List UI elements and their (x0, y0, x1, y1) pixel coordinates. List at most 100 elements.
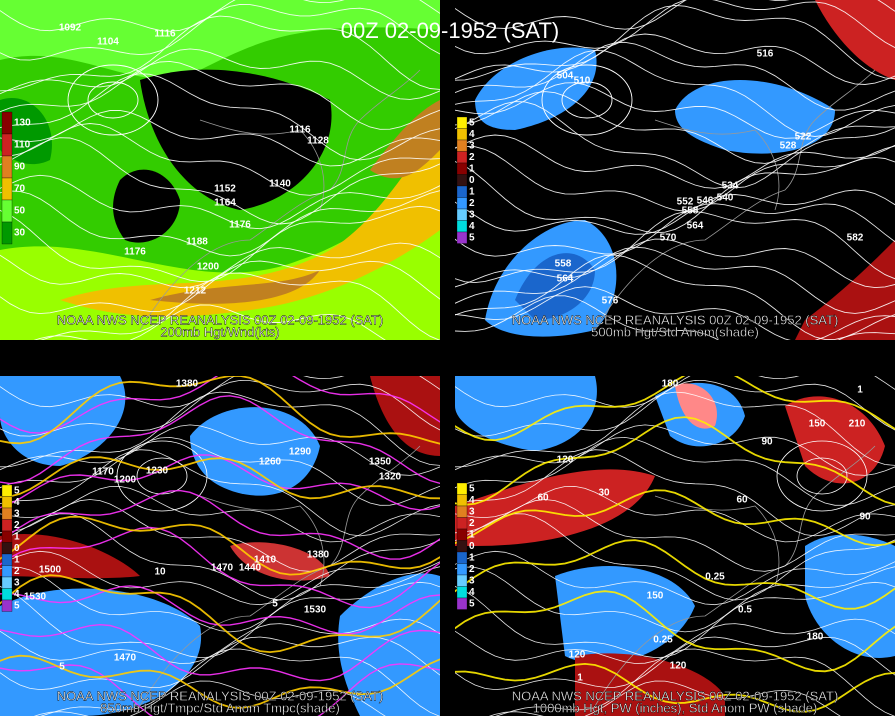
legend-label: 1 (469, 552, 475, 563)
contour-line (455, 376, 895, 408)
legend-swatch (1, 519, 13, 532)
legend-label: 3 (469, 506, 475, 517)
legend-label: 1 (469, 163, 475, 174)
legend-label: 90 (14, 162, 26, 173)
contour-line (455, 145, 895, 212)
legend-label: 70 (14, 184, 26, 195)
contour-label: 1092 (59, 23, 82, 34)
contour-line (0, 648, 440, 716)
contour-line (0, 395, 440, 485)
legend-label: 1 (469, 186, 475, 197)
contour-line (455, 4, 895, 81)
contour-line (0, 513, 440, 601)
contour-line (0, 73, 440, 161)
shaded-area (785, 396, 885, 484)
legend-label: 5 (14, 600, 20, 611)
contour-line (0, 424, 440, 476)
legend-label: 0 (469, 175, 475, 186)
legend-swatch (456, 482, 468, 495)
contour-line (455, 449, 895, 537)
legend-label: 5 (14, 485, 20, 496)
contour-line (0, 526, 440, 609)
contour-line (0, 123, 440, 196)
legend-swatch (456, 563, 468, 576)
legend-label: 4 (14, 589, 20, 600)
contour-line (455, 499, 895, 572)
contour-label: 558 (555, 259, 572, 270)
shaded-area (370, 376, 440, 456)
contour-label: 1 (857, 385, 863, 396)
legend-label: 2 (469, 152, 475, 163)
contour-line (0, 379, 440, 437)
contour-label: 558 (682, 206, 699, 217)
legend-swatch (456, 574, 468, 587)
legend-swatch (456, 162, 468, 175)
contour-line (455, 0, 895, 55)
shaded-area (795, 240, 895, 340)
contour-label: 1152 (214, 184, 236, 195)
contour-line (455, 618, 895, 664)
contour-line (0, 190, 440, 257)
legend-swatch (456, 174, 468, 187)
contour-line (455, 254, 895, 340)
contour-label: 1500 (39, 565, 62, 576)
contour-line (455, 49, 895, 137)
legend-swatch (1, 599, 13, 612)
contour-label: 1188 (186, 237, 208, 248)
legend-swatch (1, 553, 13, 566)
contour-line (455, 189, 895, 235)
contour-label: 1470 (114, 653, 137, 664)
legend-swatch (1, 155, 13, 179)
contour-line (0, 456, 440, 500)
contour-line (33, 680, 386, 716)
legend-swatch (456, 116, 468, 129)
contour-line (0, 654, 440, 709)
shaded-area (575, 653, 725, 716)
legend-swatch (456, 208, 468, 221)
legend-label: 2 (469, 198, 475, 209)
legend-swatch (1, 507, 13, 520)
contour-label: 1116 (289, 125, 311, 136)
contour-line (488, 680, 841, 716)
contour-label: 1212 (184, 286, 207, 297)
low-center (136, 457, 188, 495)
legend-swatch (456, 528, 468, 541)
contour-line (455, 648, 895, 716)
coastline (654, 495, 780, 587)
contour-label: 1176 (124, 247, 146, 258)
legend-label: 3 (469, 140, 475, 151)
legend-label: 4 (14, 497, 20, 508)
shaded-area (0, 0, 440, 79)
legend-swatch (456, 128, 468, 141)
contour-label: 576 (602, 296, 619, 307)
legend-swatch (1, 221, 13, 245)
contour-label: 10 (154, 567, 166, 578)
legend-label: 5 (469, 117, 475, 128)
contour-line (455, 376, 895, 442)
contour-line (455, 436, 895, 506)
contour-line (455, 203, 895, 257)
legend-label: 4 (469, 221, 475, 232)
contour-line (455, 550, 895, 606)
shaded-area (805, 534, 895, 658)
contour-line (0, 48, 440, 100)
contour-label: 1200 (197, 262, 220, 273)
contour-line (0, 489, 440, 560)
contour-label: 564 (687, 221, 704, 232)
contour-line (0, 242, 440, 288)
contour-line (455, 566, 895, 633)
coastline (199, 495, 325, 587)
contour-label: 552 (677, 197, 694, 208)
legend-label: 5 (469, 232, 475, 243)
contour-line (455, 391, 895, 468)
contour-label: 1116 (154, 29, 176, 40)
contour-line (0, 566, 440, 633)
contour-label: 1530 (24, 592, 47, 603)
contour-line (455, 238, 895, 289)
contour-line (455, 33, 895, 85)
contour-line (0, 376, 440, 445)
panel-caption: 200mb Hgt/Wnd(kts) (160, 324, 279, 339)
contour-label: 1260 (259, 457, 282, 468)
